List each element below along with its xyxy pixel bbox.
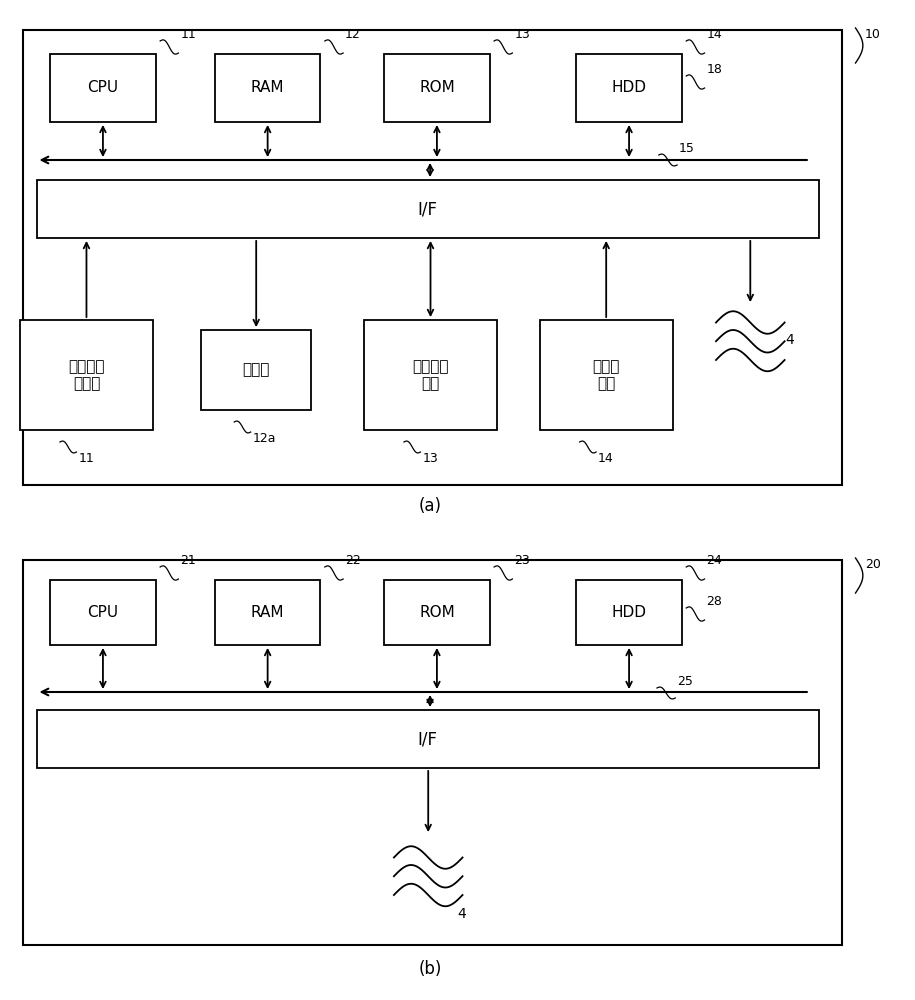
Text: (a): (a)	[418, 497, 442, 515]
Bar	[50, 54, 156, 122]
Bar	[576, 54, 682, 122]
Text: CPU: CPU	[87, 81, 119, 96]
Text: 影像信号
提供源: 影像信号 提供源	[69, 359, 104, 391]
Text: 10: 10	[865, 28, 880, 41]
Bar	[384, 54, 490, 122]
Text: HDD: HDD	[611, 81, 647, 96]
Bar	[201, 330, 311, 410]
Text: ROM: ROM	[419, 81, 455, 96]
Bar	[384, 580, 490, 645]
Bar	[37, 710, 819, 768]
Bar	[215, 54, 320, 122]
Text: 12: 12	[345, 28, 361, 41]
Bar	[20, 320, 153, 430]
Bar	[37, 180, 819, 238]
Bar	[215, 580, 320, 645]
Text: 4: 4	[458, 907, 467, 921]
Text: 13: 13	[514, 28, 530, 41]
Text: 15: 15	[679, 142, 694, 155]
Text: 18: 18	[706, 63, 722, 76]
Text: 4: 4	[785, 333, 794, 347]
Text: 14: 14	[706, 28, 722, 41]
Bar	[23, 560, 842, 945]
Text: I/F: I/F	[418, 200, 437, 218]
Text: 23: 23	[514, 554, 530, 567]
Text: 13: 13	[423, 452, 438, 465]
Text: HDD: HDD	[611, 605, 647, 620]
Text: 22: 22	[345, 554, 361, 567]
Text: 11: 11	[79, 452, 94, 465]
Bar	[576, 580, 682, 645]
Text: 监视器: 监视器	[242, 362, 270, 377]
Text: (b): (b)	[418, 960, 442, 978]
Text: ROM: ROM	[419, 605, 455, 620]
Text: I/F: I/F	[418, 730, 437, 748]
Text: 20: 20	[865, 558, 880, 571]
Text: 14: 14	[598, 452, 614, 465]
Text: RAM: RAM	[251, 605, 285, 620]
Bar	[23, 30, 842, 485]
Text: 12a: 12a	[253, 432, 276, 445]
Text: RAM: RAM	[251, 81, 285, 96]
Text: 输入输出
装置: 输入输出 装置	[413, 359, 448, 391]
Text: 28: 28	[706, 595, 722, 608]
Text: 21: 21	[180, 554, 196, 567]
Text: 24: 24	[706, 554, 722, 567]
Text: 传感器
装置: 传感器 装置	[593, 359, 619, 391]
Text: 25: 25	[677, 675, 693, 688]
Bar	[364, 320, 497, 430]
Bar	[540, 320, 673, 430]
Text: CPU: CPU	[87, 605, 119, 620]
Bar	[50, 580, 156, 645]
Text: 11: 11	[180, 28, 196, 41]
